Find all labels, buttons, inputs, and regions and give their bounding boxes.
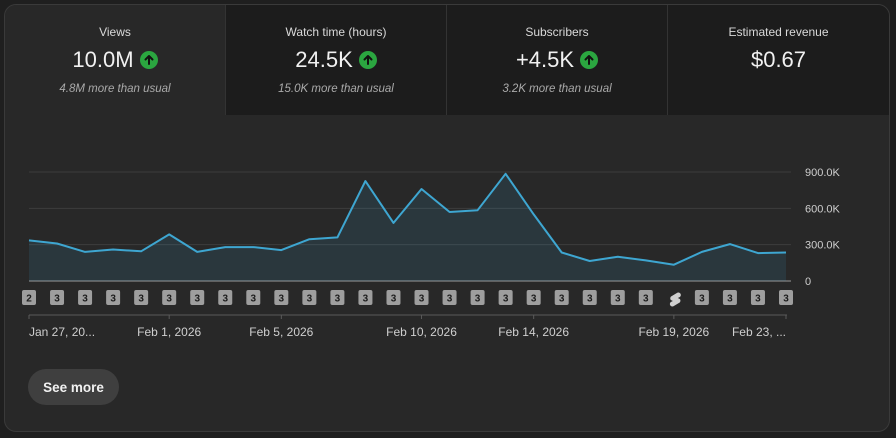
tab-label: Watch time (hours)	[285, 25, 387, 39]
tab-estimated-revenue[interactable]: Estimated revenue $0.67	[668, 5, 889, 115]
upload-marker-count: 3	[391, 294, 397, 305]
upload-marker-count: 3	[783, 294, 789, 305]
upload-marker-count: 3	[194, 294, 200, 305]
upload-marker-count: 3	[138, 294, 144, 305]
upload-marker	[246, 290, 261, 305]
y-tick-label: 900.0K	[805, 167, 841, 179]
upload-marker	[779, 290, 793, 305]
upload-marker-count: 3	[503, 294, 509, 305]
shorts-icon	[669, 292, 681, 307]
upload-marker-count: 3	[419, 294, 425, 305]
tab-subtext: 4.8M more than usual	[59, 83, 171, 95]
upload-marker	[190, 290, 205, 305]
x-tick-label: Jan 27, 20...	[29, 325, 95, 339]
upload-marker-count: 3	[755, 294, 761, 305]
upload-marker	[610, 290, 625, 305]
tab-subscribers[interactable]: Subscribers +4.5K 3.2K more than usual	[447, 5, 668, 115]
upload-marker	[22, 290, 36, 305]
views-line	[28, 172, 787, 266]
tab-subtext: 15.0K more than usual	[278, 83, 394, 95]
x-tick-label: Feb 5, 2026	[249, 325, 313, 339]
x-tick-label: Feb 19, 2026	[638, 325, 709, 339]
upload-marker-count: 3	[643, 294, 649, 305]
upload-marker	[498, 290, 513, 305]
upload-marker-count: 3	[699, 294, 705, 305]
upload-marker	[78, 290, 93, 305]
analytics-card: Views 10.0M 4.8M more than usual Watch t…	[4, 4, 890, 432]
upload-marker	[218, 290, 233, 305]
arrow-up-icon	[358, 51, 377, 69]
upload-marker-count: 3	[166, 294, 172, 305]
tab-value: $0.67	[750, 47, 807, 72]
arrow-up-icon	[139, 51, 158, 69]
tab-label: Subscribers	[525, 25, 589, 39]
upload-marker	[414, 290, 429, 305]
upload-marker-count: 3	[615, 294, 621, 305]
upload-marker-count: 3	[279, 294, 285, 305]
upload-marker	[694, 290, 709, 305]
arrow-up-icon	[580, 51, 599, 69]
x-tick-label: Feb 23, ...	[732, 325, 786, 339]
upload-marker	[638, 290, 653, 305]
upload-marker-count: 3	[447, 294, 453, 305]
tab-value: +4.5K	[515, 47, 575, 72]
upload-marker-count: 3	[335, 294, 341, 305]
upload-marker-count: 3	[587, 294, 593, 305]
upload-marker	[582, 290, 597, 305]
upload-marker	[106, 290, 121, 305]
upload-marker-count: 2	[26, 294, 32, 305]
y-tick-label: 600.0K	[805, 203, 841, 215]
x-tick-label: Feb 10, 2026	[386, 325, 457, 339]
upload-marker	[134, 290, 149, 305]
upload-marker	[50, 290, 65, 305]
upload-marker-count: 3	[559, 294, 565, 305]
views-area	[29, 173, 786, 281]
upload-marker	[386, 290, 401, 305]
tab-value: 10.0M	[72, 47, 134, 72]
tab-subtext: 3.2K more than usual	[502, 83, 612, 95]
upload-marker-count: 3	[475, 294, 481, 305]
upload-marker-count: 3	[307, 294, 313, 305]
x-tick-label: Feb 14, 2026	[498, 325, 569, 339]
tab-value: 24.5K	[295, 47, 353, 72]
x-tick-label: Feb 1, 2026	[137, 325, 201, 339]
views-line-chart: 0 300.0K 600.0K 900.0K 2 3 3 3 3 3 3 3 3 3 3 3 3 3 3 3 3 3 3 3 3…	[22, 167, 841, 339]
upload-marker	[358, 290, 373, 305]
tab-label: Views	[99, 25, 131, 39]
upload-marker-count: 3	[531, 294, 537, 305]
see-more-button[interactable]: See more	[28, 369, 119, 405]
tab-views[interactable]: Views 10.0M 4.8M more than usual	[5, 5, 226, 115]
upload-marker-count: 3	[82, 294, 88, 305]
upload-marker	[554, 290, 569, 305]
upload-marker	[750, 290, 765, 305]
upload-marker	[442, 290, 457, 305]
tab-watch-time[interactable]: Watch time (hours) 24.5K 15.0K more than…	[226, 5, 447, 115]
upload-marker	[274, 290, 289, 305]
upload-marker	[526, 290, 541, 305]
upload-marker-count: 3	[251, 294, 257, 305]
upload-marker	[470, 290, 485, 305]
upload-marker	[162, 290, 177, 305]
upload-marker-count: 3	[222, 294, 228, 305]
upload-marker	[302, 290, 317, 305]
metric-tabs: Views 10.0M 4.8M more than usual Watch t…	[5, 5, 889, 115]
upload-marker	[722, 290, 737, 305]
upload-marker-count: 3	[363, 294, 369, 305]
y-tick-label: 300.0K	[805, 240, 841, 252]
upload-marker	[330, 290, 345, 305]
upload-marker-count: 3	[54, 294, 60, 305]
upload-marker-count: 3	[727, 294, 733, 305]
tab-label: Estimated revenue	[728, 25, 829, 39]
y-tick-label: 0	[805, 276, 811, 288]
upload-marker-count: 3	[110, 294, 116, 305]
